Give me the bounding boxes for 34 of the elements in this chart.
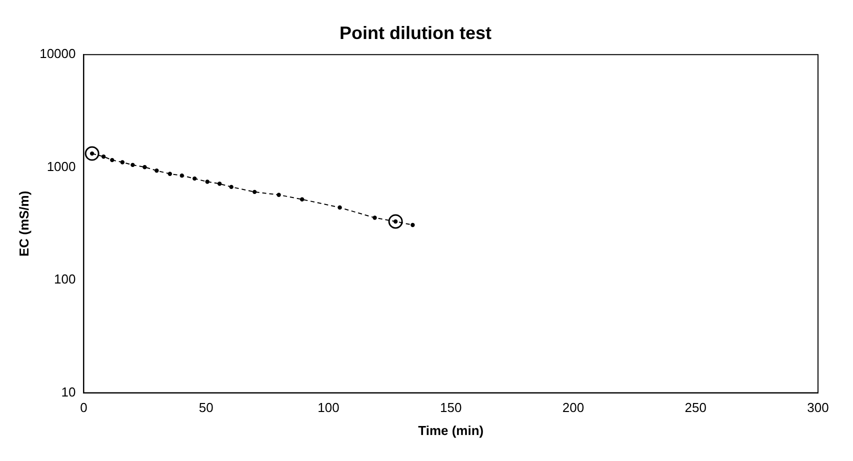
x-axis-title: Time (min) [418,422,484,438]
x-tick-label: 100 [318,400,340,416]
point [205,180,210,184]
point [338,205,342,210]
point [120,160,125,164]
point [84,146,100,161]
y-axis-title: EC (mS/m) [16,190,32,257]
point [154,168,159,173]
x-tick-label: 150 [440,400,462,416]
point [217,182,222,186]
chart-title: Point dilution test [340,22,492,43]
point [101,154,106,159]
point [252,190,257,194]
point [168,172,172,176]
y-tick-label: 10 [61,384,76,400]
point [229,184,234,190]
x-tick-label: 0 [80,400,88,416]
x-tick-label: 250 [684,400,706,416]
point [130,162,135,168]
x-tick-label: 50 [198,400,214,416]
y-tick-label: 1000 [46,158,76,174]
point [372,216,377,220]
point [180,173,184,178]
point [110,158,114,162]
point [388,214,403,229]
point [276,192,281,197]
point [142,164,147,170]
x-tick-label: 300 [807,400,829,416]
point [410,222,415,228]
point [300,197,304,202]
x-tick-label: 200 [562,400,584,416]
y-tick-label: 100 [54,272,76,287]
point [192,176,197,181]
y-tick-label: 10000 [40,46,76,62]
